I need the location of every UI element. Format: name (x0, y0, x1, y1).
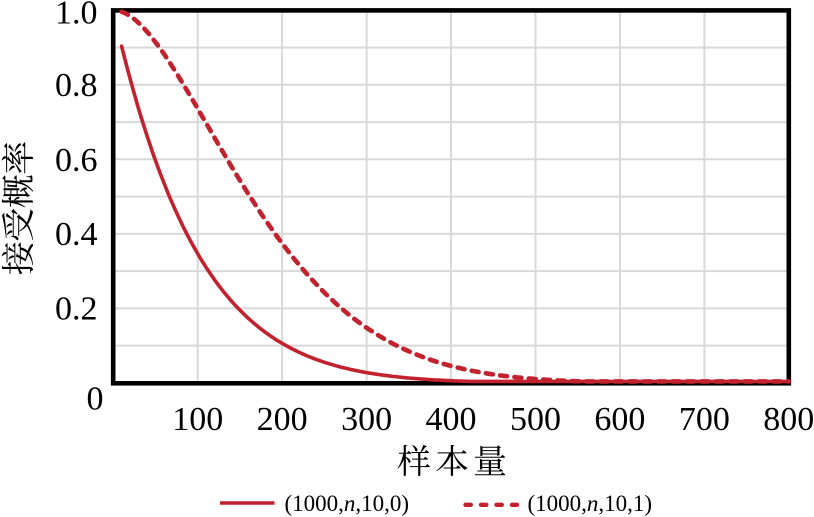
svg-text:0.8: 0.8 (55, 67, 98, 104)
svg-text:(1000,n,10,0): (1000,n,10,0) (285, 491, 410, 516)
svg-text:800: 800 (763, 401, 814, 438)
svg-text:500: 500 (510, 401, 561, 438)
svg-text:1.0: 1.0 (55, 0, 98, 31)
svg-text:100: 100 (172, 401, 223, 438)
svg-text:0.4: 0.4 (55, 216, 98, 253)
svg-text:400: 400 (426, 401, 477, 438)
svg-text:300: 300 (341, 401, 392, 438)
svg-text:700: 700 (679, 401, 730, 438)
svg-text:(1000,n,10,1): (1000,n,10,1) (528, 491, 653, 516)
svg-text:200: 200 (257, 401, 308, 438)
svg-text:600: 600 (594, 401, 645, 438)
svg-text:0.6: 0.6 (55, 142, 98, 179)
svg-text:0: 0 (87, 380, 104, 417)
svg-text:0.2: 0.2 (55, 291, 98, 328)
